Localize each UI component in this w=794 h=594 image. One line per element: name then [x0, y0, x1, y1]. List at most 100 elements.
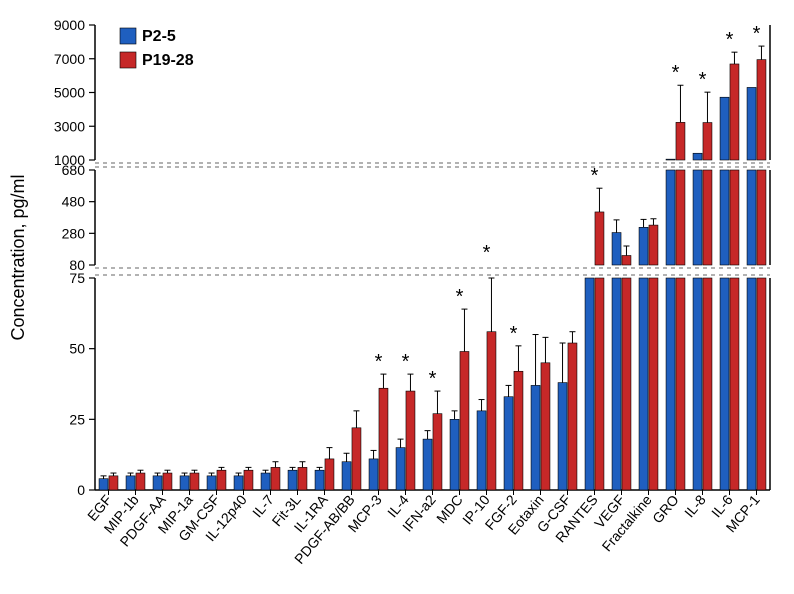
legend-swatch: [120, 28, 136, 44]
bar-P2-5: [585, 278, 594, 490]
significance-star: *: [753, 23, 761, 45]
bar-P2-5: [180, 476, 189, 490]
bar-P19-28: [433, 414, 442, 490]
y-tick-label: 5000: [54, 85, 85, 101]
bar-P2-5: [126, 476, 135, 490]
bar-P2-5: [423, 439, 432, 490]
cytokine-bar-chart: { "chart": { "type": "bar", "width": 794…: [0, 0, 794, 594]
bar-P2-5: [639, 278, 648, 490]
bar-P19-28: [109, 476, 118, 490]
bar-P19-28: [622, 278, 631, 490]
legend-label: P2-5: [142, 28, 176, 45]
bar-P19-28: [622, 256, 631, 266]
bar-P19-28: [163, 473, 172, 490]
bar-P19-28: [703, 123, 712, 160]
bar-P2-5: [450, 419, 459, 490]
bar-P2-5: [612, 233, 621, 265]
bar-P19-28: [136, 473, 145, 490]
significance-star: *: [591, 165, 599, 187]
significance-star: *: [510, 323, 518, 345]
bar-P19-28: [703, 170, 712, 265]
bar-P2-5: [693, 153, 702, 160]
bar-P19-28: [379, 388, 388, 490]
bar-P2-5: [261, 473, 270, 490]
y-axis-label: Concentration, pg/ml: [8, 174, 28, 340]
bar-P2-5: [477, 411, 486, 490]
bar-P19-28: [487, 332, 496, 490]
bar-P19-28: [676, 278, 685, 490]
legend-label: P19-28: [142, 52, 194, 69]
bar-P19-28: [730, 278, 739, 490]
bar-P19-28: [595, 278, 604, 490]
bar-P19-28: [649, 225, 658, 265]
bar-P2-5: [207, 476, 216, 490]
x-tick-label: MDC: [433, 492, 466, 527]
bar-P2-5: [747, 170, 756, 265]
significance-star: *: [429, 368, 437, 390]
bar-P2-5: [558, 383, 567, 490]
bar-P19-28: [703, 278, 712, 490]
chart-svg: 02550758028048068010003000500070009000Co…: [0, 0, 794, 594]
bar-P2-5: [666, 278, 675, 490]
y-tick-label: 9000: [54, 17, 85, 33]
bar-P2-5: [531, 385, 540, 490]
y-tick-label: 50: [69, 341, 85, 357]
bar-P19-28: [244, 470, 253, 490]
bar-P2-5: [99, 479, 108, 490]
bar-P19-28: [271, 467, 280, 490]
bar-P2-5: [315, 470, 324, 490]
bar-P19-28: [190, 473, 199, 490]
bar-P19-28: [568, 343, 577, 490]
bar-P19-28: [757, 278, 766, 490]
bar-P2-5: [153, 476, 162, 490]
bar-P19-28: [460, 351, 469, 490]
y-tick-label: 0: [77, 482, 85, 498]
bar-P19-28: [757, 60, 766, 160]
bar-P2-5: [234, 476, 243, 490]
bar-P2-5: [747, 278, 756, 490]
y-tick-label: 280: [62, 225, 86, 241]
significance-star: *: [699, 69, 707, 91]
bar-P2-5: [612, 278, 621, 490]
bar-P2-5: [720, 278, 729, 490]
bar-P19-28: [514, 371, 523, 490]
bar-P2-5: [720, 97, 729, 160]
legend-swatch: [120, 52, 136, 68]
significance-star: *: [375, 351, 383, 373]
significance-star: *: [402, 351, 410, 373]
bar-P2-5: [396, 448, 405, 490]
bar-P19-28: [325, 459, 334, 490]
bar-P19-28: [757, 170, 766, 265]
significance-star: *: [726, 29, 734, 51]
y-tick-label: 480: [62, 194, 86, 210]
bar-P19-28: [406, 391, 415, 490]
bar-P19-28: [676, 170, 685, 265]
bar-P19-28: [595, 212, 604, 265]
y-tick-label: 80: [69, 257, 85, 273]
bar-P19-28: [298, 467, 307, 490]
bar-P19-28: [541, 363, 550, 490]
bar-P2-5: [666, 159, 675, 160]
x-tick-label: GRO: [649, 492, 682, 527]
bar-P2-5: [639, 227, 648, 265]
bar-P2-5: [747, 87, 756, 160]
y-tick-label: 7000: [54, 51, 85, 67]
y-tick-label: 25: [69, 411, 85, 427]
significance-star: *: [456, 286, 464, 308]
significance-star: *: [672, 62, 680, 84]
bar-P2-5: [693, 278, 702, 490]
bar-P2-5: [693, 170, 702, 265]
y-tick-label: 3000: [54, 118, 85, 134]
x-tick-label: IL-8: [681, 491, 709, 520]
bar-P2-5: [369, 459, 378, 490]
bar-P2-5: [504, 397, 513, 490]
bar-P2-5: [288, 470, 297, 490]
bar-P2-5: [342, 462, 351, 490]
bar-P2-5: [720, 170, 729, 265]
bar-P19-28: [730, 170, 739, 265]
bar-P2-5: [666, 170, 675, 265]
y-tick-label: 1000: [54, 152, 85, 168]
bar-P19-28: [649, 278, 658, 490]
significance-star: *: [483, 242, 491, 264]
bar-P19-28: [352, 428, 361, 490]
